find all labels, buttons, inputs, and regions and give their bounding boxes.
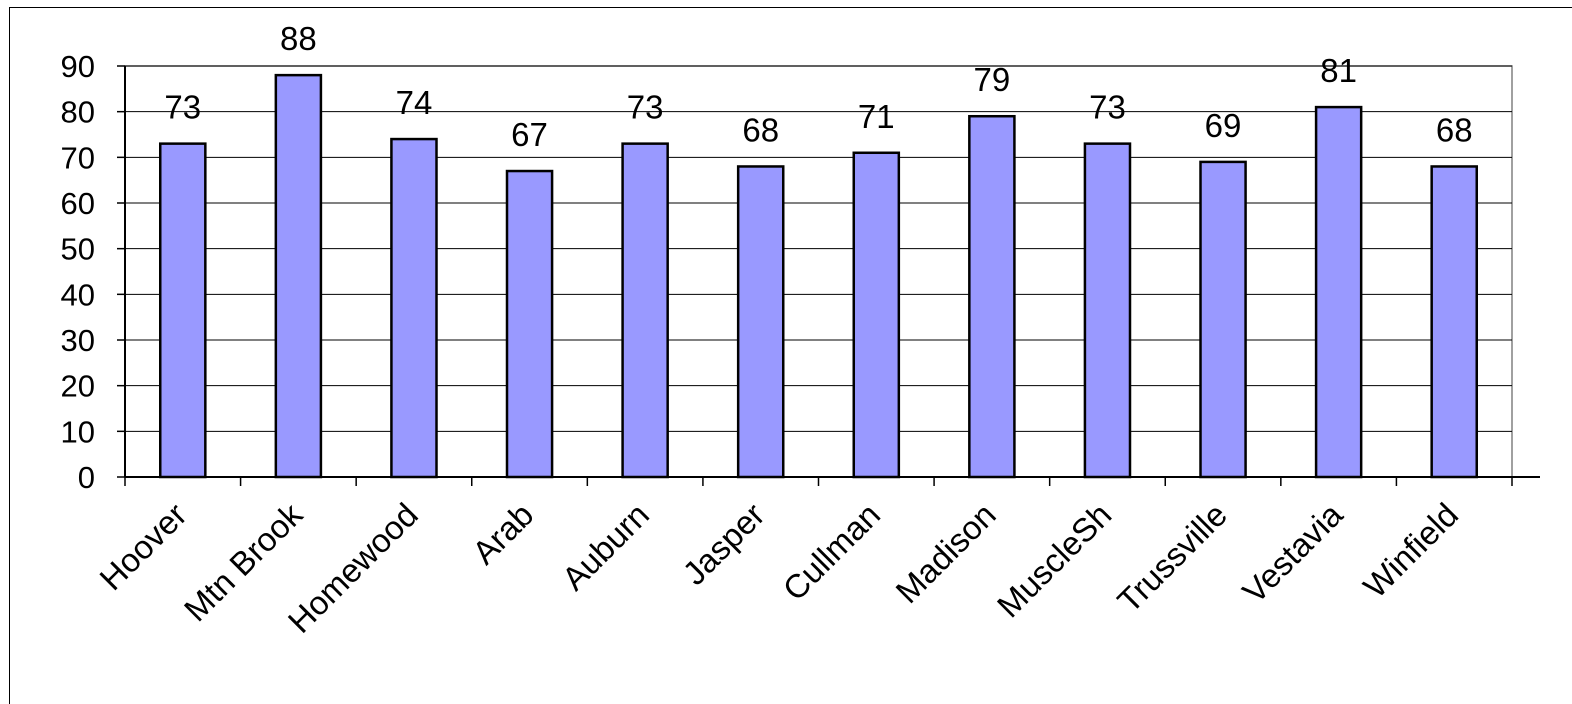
gridlines [124,65,1513,478]
data-label: 79 [974,61,1011,98]
y-tick-label: 80 [61,95,95,130]
bar-musclesh [1083,142,1132,479]
data-label: 73 [1089,89,1126,126]
x-tick-label: Auburn [555,496,656,597]
bar-homewood [390,137,438,479]
bar-vestavia [1314,105,1363,479]
bar-arab [505,169,554,479]
axes [124,66,1540,478]
data-label: 68 [742,111,779,148]
bar-trussville [1199,160,1247,479]
bar-auburn [621,142,669,479]
x-tick-label: Madison [888,496,1002,610]
y-tick-label: 10 [61,414,95,449]
x-tick-label: Trussville [1110,496,1234,620]
data-label: 69 [1205,107,1242,144]
x-tick-label: Winfield [1356,496,1465,605]
data-label: 74 [396,84,433,121]
y-tick-label: 20 [61,369,95,404]
bar-winfield [1430,165,1478,479]
y-tick-label: 90 [61,49,95,84]
data-label: 88 [280,20,317,57]
x-axis-ticks [124,477,1513,486]
y-tick-label: 0 [78,460,95,495]
bar-cullman [852,151,901,479]
x-tick-label: Hoover [92,496,193,597]
x-tick-label: Cullman [775,496,887,608]
bar-hoover [159,142,207,479]
data-label: 71 [858,98,895,135]
bar-madison [968,114,1016,479]
y-tick-label: 30 [61,323,95,358]
y-axis-ticks: 0 10 20 30 40 50 60 70 80 90 [61,49,125,495]
y-tick-label: 50 [61,232,95,267]
data-label: 81 [1320,52,1357,89]
plot-area [124,65,1513,478]
data-label: 68 [1436,111,1473,148]
bar-jasper [736,165,785,479]
x-tick-label: Arab [465,496,540,571]
data-label: 73 [164,89,201,126]
y-tick-label: 40 [61,277,95,312]
data-labels: 73 88 74 67 73 68 71 79 73 69 81 68 [164,20,1472,153]
bar-mtn-brook [274,73,323,479]
data-label: 67 [511,116,548,153]
x-tick-label: MuscleSh [990,496,1119,625]
x-tick-label: Jasper [675,496,771,592]
y-tick-label: 60 [61,186,95,221]
data-label: 73 [627,89,664,126]
chart-frame [9,7,1572,704]
bars [159,73,1478,479]
x-tick-label: Vestavia [1235,495,1350,610]
y-tick-label: 70 [61,140,95,175]
